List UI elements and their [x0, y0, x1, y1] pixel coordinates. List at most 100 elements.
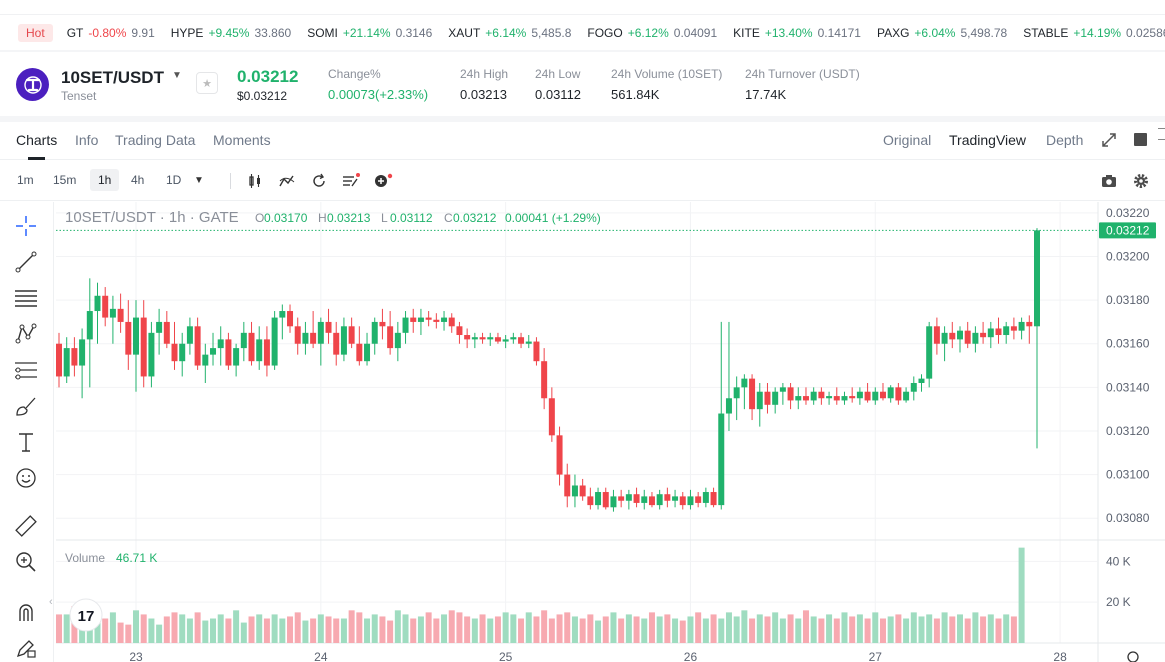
candle-body [949, 332, 956, 340]
settings-gear-icon[interactable] [1131, 171, 1151, 191]
candle-body [987, 328, 994, 338]
ticker-symbol: PAXG [876, 25, 910, 40]
candle-body [79, 339, 86, 366]
ticker-item[interactable]: PAXG +6.04% 5,498.78 [877, 26, 1007, 40]
volume-bar [933, 618, 940, 643]
candle-body [625, 494, 632, 501]
volume-bar [387, 620, 394, 643]
candle-type-icon[interactable] [245, 171, 265, 191]
volume-bar [471, 618, 478, 643]
stat-value: 0.00073(+2.33%) [328, 87, 429, 102]
candle-body [317, 321, 324, 344]
view-tradingview[interactable]: TradingView [949, 132, 1027, 148]
candle-body [587, 496, 594, 506]
ticker-change: +6.04% [914, 25, 956, 40]
pencil-lock-icon[interactable] [14, 636, 38, 660]
tab-moments[interactable]: Moments [213, 132, 271, 148]
price-tick-label: 0.03160 [1106, 337, 1150, 351]
volume-bar [664, 614, 671, 643]
ticker-item[interactable]: XAUT +6.14% 5,485.8 [448, 26, 571, 40]
timeframe-4h[interactable]: 4h [131, 173, 145, 187]
tab-trading-data[interactable]: Trading Data [115, 132, 196, 148]
ruler-icon[interactable] [14, 514, 38, 538]
replay-icon[interactable] [309, 171, 329, 191]
ohlc-key: L [381, 211, 388, 225]
volume-bar [587, 614, 594, 643]
candle-body [348, 326, 355, 344]
zoom-in-icon[interactable] [14, 550, 38, 574]
add-indicator-icon[interactable] [373, 171, 393, 191]
magnet-icon[interactable] [14, 600, 38, 624]
candle-body [294, 326, 301, 344]
candle-body [56, 343, 62, 377]
tab-charts[interactable]: Charts [16, 132, 58, 148]
candle-body [579, 485, 586, 497]
volume-bar [972, 612, 979, 643]
candle-body [879, 391, 886, 399]
candle-body [718, 413, 725, 506]
fib-retracement-icon[interactable] [14, 358, 38, 382]
horizontal-lines-icon[interactable] [14, 286, 38, 310]
expand-icon[interactable] [1101, 132, 1117, 153]
candle-body [802, 396, 809, 401]
hot-badge[interactable]: Hot [18, 23, 53, 42]
ticker-item[interactable]: SOMI +21.14% 0.3146 [307, 26, 432, 40]
ticker-item[interactable]: GT -0.80% 9.91 [67, 26, 155, 40]
ticker-item[interactable]: KITE +13.40% 0.14171 [733, 26, 861, 40]
favorite-star-icon[interactable]: ★ [196, 72, 218, 94]
candle-body [456, 326, 463, 336]
tab-info[interactable]: Info [75, 132, 99, 148]
timeframe-1m[interactable]: 1m [17, 173, 34, 187]
view-original[interactable]: Original [883, 132, 932, 148]
volume-bar [171, 612, 178, 643]
ticker-price: 5,498.78 [960, 25, 1008, 40]
volume-bar [625, 614, 632, 643]
volume-bar [194, 612, 201, 643]
volume-bar [641, 618, 648, 643]
volume-bar [63, 614, 70, 643]
ticker-item[interactable]: FOGO +6.12% 0.04091 [587, 26, 717, 40]
candle-body [733, 387, 740, 399]
timeframe-15m[interactable]: 15m [53, 173, 77, 187]
pattern-icon[interactable] [14, 322, 38, 346]
candle-body [571, 485, 578, 497]
crosshair-icon[interactable] [14, 214, 38, 238]
text-tool-icon[interactable] [14, 430, 38, 454]
candle-body [410, 317, 417, 322]
candle-body [287, 311, 294, 327]
candle-body [749, 378, 756, 410]
menu-icon[interactable] [1158, 128, 1165, 140]
candle-body [641, 496, 648, 503]
candle-body [364, 343, 371, 362]
candle-body [356, 343, 363, 362]
candle-body [941, 332, 948, 344]
camera-icon[interactable] [1099, 171, 1119, 191]
brush-icon[interactable] [14, 394, 38, 418]
pair-name[interactable]: 10SET/USDT [61, 68, 164, 87]
candle-body [710, 492, 717, 506]
timeframe-1h[interactable]: 1h [90, 169, 120, 191]
indicators-icon[interactable] [277, 171, 297, 191]
view-depth[interactable]: Depth [1046, 132, 1084, 148]
timeframe-dropdown-icon[interactable]: ▼ [194, 175, 204, 186]
candle-body [425, 317, 432, 320]
pair-dropdown-icon[interactable]: ▼ [172, 70, 182, 81]
candle-body [964, 330, 971, 344]
ticker-item[interactable]: HYPE +9.45% 33.860 [171, 26, 291, 40]
volume-bar [448, 610, 455, 643]
stat-value: 0.03112 [535, 87, 582, 102]
ticker-item[interactable]: STABLE +14.19% 0.025864 [1023, 26, 1165, 40]
stat-label: 24h High [460, 67, 509, 81]
last-price-tag [1099, 222, 1156, 239]
layout-icon[interactable] [1134, 133, 1147, 146]
volume-bar [926, 614, 933, 643]
candle-body [795, 396, 802, 401]
templates-icon[interactable] [341, 171, 361, 191]
timeframe-1d[interactable]: 1D [166, 173, 182, 187]
emoji-icon[interactable] [14, 466, 38, 490]
volume-bar [379, 616, 386, 643]
trend-line-icon[interactable] [14, 250, 38, 274]
candle-body [548, 398, 555, 436]
volume-bar [156, 624, 163, 643]
